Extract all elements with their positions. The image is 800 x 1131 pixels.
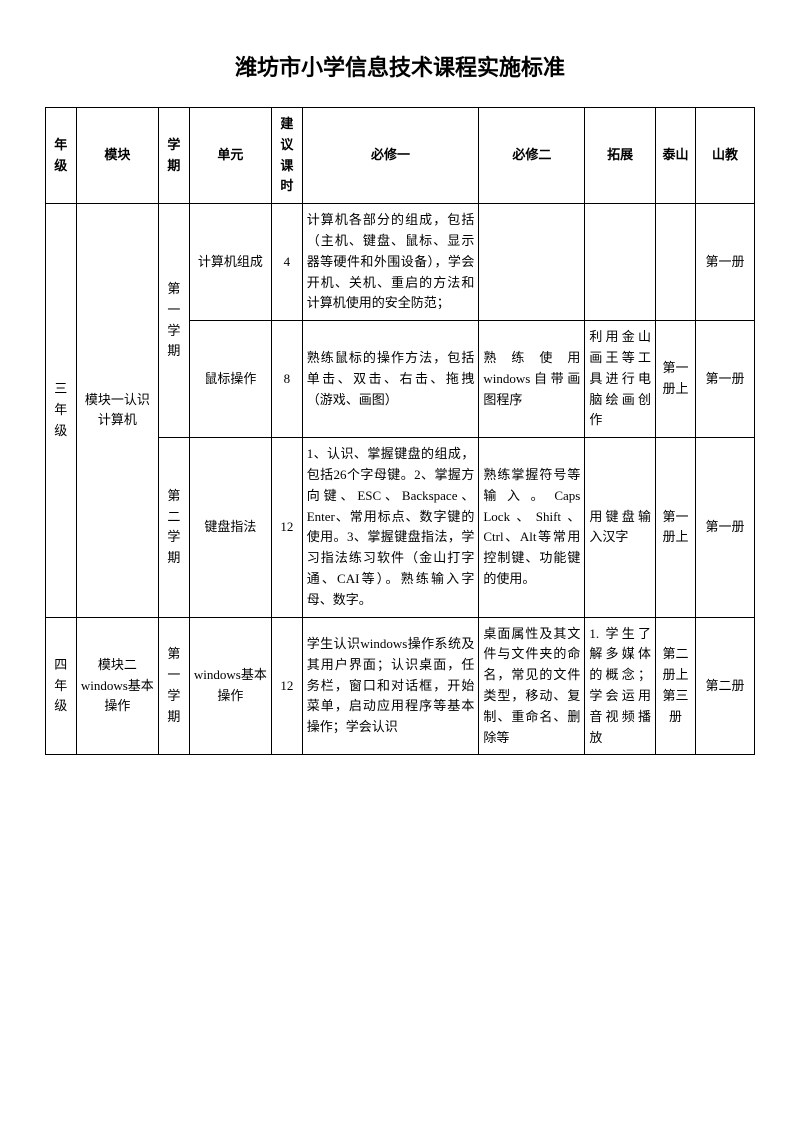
cell-semester: 第一学期 (159, 617, 190, 755)
header-taishan: 泰山 (656, 108, 696, 204)
cell-grade: 三年级 (46, 204, 77, 617)
cell-ext: 利用金山画王等工具进行电脑绘画创作 (585, 321, 656, 438)
cell-unit: 键盘指法 (189, 438, 271, 617)
header-module: 模块 (76, 108, 158, 204)
header-unit: 单元 (189, 108, 271, 204)
cell-taishan: 第二册上第三册 (656, 617, 696, 755)
curriculum-table: 年级 模块 学期 单元 建议课时 必修一 必修二 拓展 泰山 山教 三年级 模块… (45, 107, 755, 755)
cell-grade: 四年级 (46, 617, 77, 755)
cell-module: 模块一认识计算机 (76, 204, 158, 617)
cell-req2: 熟练使用windows自带画图程序 (479, 321, 585, 438)
cell-shanjiao: 第二册 (696, 617, 755, 755)
cell-taishan: 第一册上 (656, 438, 696, 617)
header-grade: 年级 (46, 108, 77, 204)
cell-ext: 用键盘输入汉字 (585, 438, 656, 617)
cell-req1: 1、认识、掌握键盘的组成，包括26个字母键。2、掌握方向键、ESC、Backsp… (302, 438, 479, 617)
cell-hours: 8 (272, 321, 303, 438)
cell-taishan (656, 204, 696, 321)
cell-req1: 计算机各部分的组成，包括（主机、键盘、鼠标、显示器等硬件和外围设备），学会开机、… (302, 204, 479, 321)
cell-ext (585, 204, 656, 321)
cell-unit: 计算机组成 (189, 204, 271, 321)
cell-ext: 1. 学生了解多媒体的概念；学会运用音视频播放 (585, 617, 656, 755)
header-extension: 拓展 (585, 108, 656, 204)
cell-req2: 熟练掌握符号等输入。Caps Lock、Shift、Ctrl、Alt等常用控制键… (479, 438, 585, 617)
table-header-row: 年级 模块 学期 单元 建议课时 必修一 必修二 拓展 泰山 山教 (46, 108, 755, 204)
cell-hours: 4 (272, 204, 303, 321)
table-row: 四年级 模块二windows基本操作 第一学期 windows基本操作 12 学… (46, 617, 755, 755)
cell-shanjiao: 第一册 (696, 204, 755, 321)
cell-hours: 12 (272, 617, 303, 755)
header-required2: 必修二 (479, 108, 585, 204)
cell-module: 模块二windows基本操作 (76, 617, 158, 755)
cell-unit: windows基本操作 (189, 617, 271, 755)
page-title: 潍坊市小学信息技术课程实施标准 (45, 50, 755, 82)
cell-req1: 熟练鼠标的操作方法，包括单击、双击、右击、拖拽（游戏、画图） (302, 321, 479, 438)
cell-shanjiao: 第一册 (696, 321, 755, 438)
header-required1: 必修一 (302, 108, 479, 204)
cell-req2 (479, 204, 585, 321)
cell-semester: 第一学期 (159, 204, 190, 438)
cell-hours: 12 (272, 438, 303, 617)
cell-shanjiao: 第一册 (696, 438, 755, 617)
cell-unit: 鼠标操作 (189, 321, 271, 438)
cell-req1: 学生认识windows操作系统及其用户界面；认识桌面，任务栏，窗口和对话框，开始… (302, 617, 479, 755)
header-hours: 建议课时 (272, 108, 303, 204)
cell-semester: 第二学期 (159, 438, 190, 617)
header-shanjiao: 山教 (696, 108, 755, 204)
cell-taishan: 第一册上 (656, 321, 696, 438)
cell-req2: 桌面属性及其文件与文件夹的命名，常见的文件类型，移动、复制、重命名、删除等 (479, 617, 585, 755)
table-row: 三年级 模块一认识计算机 第一学期 计算机组成 4 计算机各部分的组成，包括（主… (46, 204, 755, 321)
header-semester: 学期 (159, 108, 190, 204)
